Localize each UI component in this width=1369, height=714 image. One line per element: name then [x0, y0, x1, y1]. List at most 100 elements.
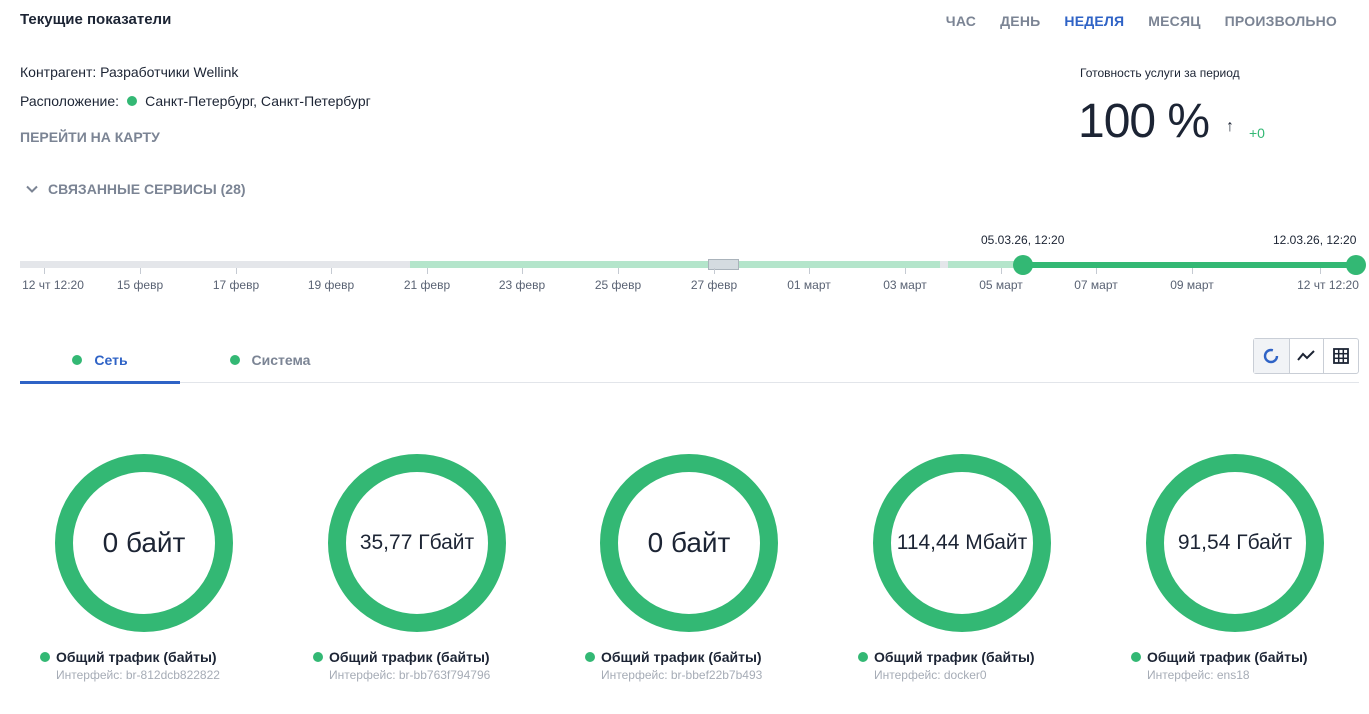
timeline-track-gap: [940, 261, 948, 268]
donut-chart-icon: [1264, 348, 1279, 364]
line-chart-icon: [1297, 350, 1316, 361]
timeline-tick-label: 03 март: [883, 278, 927, 292]
counterparty-value: Разработчики Wellink: [100, 64, 239, 80]
metric-status-dot: [40, 652, 50, 662]
timeline-tick-label: 25 февр: [594, 278, 642, 292]
metric-value: 0 байт: [647, 527, 731, 558]
go-to-map-link[interactable]: ПЕРЕЙТИ НА КАРТУ: [20, 129, 160, 145]
period-custom[interactable]: ПРОИЗВОЛЬНО: [1224, 13, 1337, 29]
metric-status-dot: [1131, 652, 1141, 662]
table-grid-icon: [1333, 348, 1350, 364]
tab-status-dot: [229, 355, 240, 365]
location-label: Расположение:: [20, 93, 120, 109]
timeline-tick: [236, 268, 237, 274]
metric-title-text: Общий трафик (байты): [329, 649, 490, 665]
timeline-tick-label: 07 март: [1074, 278, 1118, 292]
arrow-up-icon: ↑: [1226, 118, 1234, 135]
metric-title-text: Общий трафик (байты): [601, 649, 762, 665]
line-view-button[interactable]: [1288, 339, 1324, 373]
timeline-tick-label: 12 чт 12:20: [22, 278, 84, 292]
metric-title: Общий трафик (байты): [858, 649, 1035, 665]
timeline-tick: [1001, 268, 1002, 274]
period-hour[interactable]: ЧАС: [945, 13, 977, 29]
range-end-label: 12.03.26, 12:20: [1273, 233, 1357, 247]
range-end-knob[interactable]: [1346, 255, 1366, 275]
range-start-knob[interactable]: [1013, 255, 1033, 275]
metric-title: Общий трафик (байты): [40, 649, 217, 665]
donut-ring: [600, 454, 778, 632]
tab-label: Система: [251, 352, 311, 368]
period-day[interactable]: ДЕНЬ: [1000, 13, 1041, 29]
location-value: Санкт-Петербург, Санкт-Петербург: [145, 93, 371, 109]
timeline-tick-label: 21 февр: [403, 278, 451, 292]
counterparty-label: Контрагент:: [20, 64, 97, 80]
counterparty-line: Контрагент: Разработчики Wellink: [20, 64, 238, 80]
range-start-label: 05.03.26, 12:20: [981, 233, 1065, 247]
period-selector: ЧАС ДЕНЬ НЕДЕЛЯ МЕСЯЦ ПРОИЗВОЛЬНО: [946, 13, 1337, 29]
metric-status-dot: [585, 652, 595, 662]
donut-ring: [55, 454, 233, 632]
timeline-tick: [522, 268, 523, 274]
timeline-tick: [714, 268, 715, 274]
metric-title-text: Общий трафик (байты): [874, 649, 1035, 665]
tab-system[interactable]: Система: [200, 337, 340, 383]
donut-ring: [328, 454, 506, 632]
metric-title: Общий трафик (байты): [1131, 649, 1308, 665]
timeline-tick: [140, 268, 141, 274]
metric-interface: Интерфейс: br-812dcb822822: [56, 668, 220, 682]
timeline-tick: [809, 268, 810, 274]
metric-value: 114,44 Мбайт: [896, 531, 1028, 554]
timeline-tick-label: 23 февр: [498, 278, 546, 292]
timeline-track-empty: [20, 261, 410, 268]
metric-donut[interactable]: 91,54 Гбайт: [1146, 454, 1324, 632]
metric-donut[interactable]: 35,77 Гбайт: [328, 454, 506, 632]
tab-network[interactable]: Сеть: [20, 337, 180, 384]
donut-ring: [873, 454, 1051, 632]
metric-interface: Интерфейс: br-bb763f794796: [329, 668, 491, 682]
timeline-track-data: [948, 261, 1023, 268]
timeline-tick-label: 19 февр: [307, 278, 355, 292]
tab-status-dot: [72, 355, 83, 365]
availability-label: Готовность услуги за период: [1080, 66, 1240, 80]
metric-title-text: Общий трафик (байты): [56, 649, 217, 665]
period-month[interactable]: МЕСЯЦ: [1148, 13, 1201, 29]
chevron-down-icon: [26, 185, 38, 193]
metric-donut[interactable]: 0 байт: [55, 454, 233, 632]
donut-ring: [1146, 454, 1324, 632]
tab-label: Сеть: [94, 352, 128, 368]
table-view-button[interactable]: [1323, 339, 1358, 373]
metric-interface: Интерфейс: docker0: [874, 668, 987, 682]
timeline-tick: [44, 268, 45, 274]
metric-value: 35,77 Гбайт: [359, 531, 475, 554]
related-services-label: СВЯЗАННЫЕ СЕРВИСЫ (28): [48, 181, 246, 197]
donut-view-button[interactable]: [1254, 339, 1289, 373]
timeline-tick: [905, 268, 906, 274]
metric-donut[interactable]: 0 байт: [600, 454, 778, 632]
timeline-tick-label: 27 февр: [690, 278, 738, 292]
metric-interface: Интерфейс: ens18: [1147, 668, 1250, 682]
metric-value: 91,54 Гбайт: [1177, 531, 1293, 554]
timeline-selected-range[interactable]: [1023, 262, 1356, 268]
timeline[interactable]: 05.03.26, 12:20 12.03.26, 12:20 12 чт 12…: [0, 225, 1369, 300]
timeline-tick: [618, 268, 619, 274]
metric-interface: Интерфейс: br-bbef22b7b493: [601, 668, 763, 682]
metric-title: Общий трафик (байты): [585, 649, 762, 665]
timeline-tick-label: 01 март: [787, 278, 831, 292]
metric-donut[interactable]: 114,44 Мбайт: [873, 454, 1051, 632]
timeline-tick-label: 09 март: [1170, 278, 1214, 292]
metrics-tabs: Сеть Система: [20, 337, 1359, 384]
related-services-toggle[interactable]: СВЯЗАННЫЕ СЕРВИСЫ (28): [24, 181, 246, 197]
availability-value: 100 %: [1078, 95, 1210, 148]
view-switch: [1253, 338, 1359, 374]
metric-title: Общий трафик (байты): [313, 649, 490, 665]
timeline-tick-label: 17 февр: [212, 278, 260, 292]
period-week[interactable]: НЕДЕЛЯ: [1064, 13, 1125, 29]
timeline-tick: [1096, 268, 1097, 274]
timeline-tick: [331, 268, 332, 274]
metric-status-dot: [313, 652, 323, 662]
timeline-tick-label: 15 февр: [116, 278, 164, 292]
timeline-tick: [1192, 268, 1193, 274]
timeline-tick-label: 05 март: [979, 278, 1023, 292]
location-line: Расположение: Санкт-Петербург, Санкт-Пет…: [20, 93, 371, 109]
timeline-drag-handle[interactable]: [708, 259, 739, 270]
